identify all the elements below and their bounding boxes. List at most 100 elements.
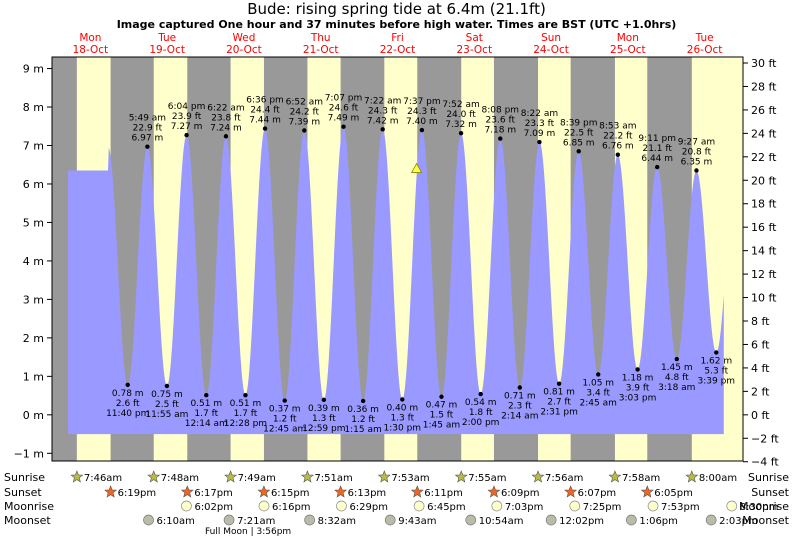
tide-m-label: 1.18 m bbox=[622, 373, 654, 383]
sunset-time: 6:11pm bbox=[424, 488, 463, 499]
sunrise-time: 7:48am bbox=[161, 473, 199, 484]
tide-low-point bbox=[360, 398, 366, 404]
day-label-date: 21-Oct bbox=[303, 44, 339, 56]
sunrise-icon bbox=[454, 470, 468, 483]
tide-time-label: 1:15 am bbox=[344, 425, 381, 435]
tide-m-label: 7.40 m bbox=[406, 117, 438, 127]
tide-ft-label: 3.4 ft bbox=[586, 388, 610, 398]
moonrise-time: 6:16pm bbox=[272, 502, 311, 513]
day-label-date: 25-Oct bbox=[610, 44, 646, 56]
tide-m-label: 6.85 m bbox=[563, 138, 595, 148]
tide-time-label: 6:22 am bbox=[207, 103, 244, 113]
tide-time-label: 2:31 pm bbox=[540, 408, 578, 418]
moonset-icon bbox=[626, 514, 637, 526]
tide-time-label: 8:53 am bbox=[599, 122, 636, 132]
moonset-icon bbox=[545, 514, 557, 526]
sunset-icon bbox=[410, 485, 424, 498]
y-tick-label-m: 0 m bbox=[23, 409, 44, 422]
tide-low-point bbox=[321, 397, 327, 403]
tide-time-label: 8:39 pm bbox=[560, 118, 598, 128]
moonset-time: 9:43am bbox=[398, 516, 436, 527]
row-label-right-moonset: Moonset bbox=[742, 514, 789, 527]
y-tick-label-ft: −4 ft bbox=[751, 456, 779, 469]
tide-time-label: 12:59 pm bbox=[302, 424, 345, 434]
tide-m-label: 0.54 m bbox=[465, 398, 497, 408]
chart-title: Bude: rising spring tide at 6.4m (21.1ft… bbox=[247, 0, 546, 18]
tide-ft-label: 3.9 ft bbox=[626, 383, 650, 393]
y-tick-label-ft: 4 ft bbox=[751, 362, 770, 375]
tide-ft-label: 24.0 ft bbox=[446, 110, 476, 120]
tide-m-label: 7.18 m bbox=[484, 126, 516, 136]
y-tick-label-m: 8 m bbox=[23, 101, 44, 114]
tide-high-point bbox=[262, 126, 268, 131]
sunrise-time: 8:00am bbox=[699, 473, 737, 484]
y-tick-label-ft: 16 ft bbox=[751, 221, 777, 234]
tide-ft-label: 1.8 ft bbox=[469, 408, 493, 418]
day-label-dow: Tue bbox=[695, 32, 714, 44]
tide-m-label: 0.40 m bbox=[386, 403, 418, 413]
tide-time-label: 6:04 pm bbox=[168, 102, 206, 112]
tide-time-label: 5:49 am bbox=[129, 114, 166, 124]
sunrise-time: 7:51am bbox=[314, 473, 352, 484]
tide-m-label: 1.62 m bbox=[700, 356, 732, 366]
sunrise-time: 7:55am bbox=[468, 473, 506, 484]
tide-ft-label: 24.3 ft bbox=[368, 106, 398, 116]
tide-high-point bbox=[655, 164, 660, 170]
tide-time-label: 6:36 pm bbox=[246, 96, 284, 106]
tide-ft-label: 22.9 ft bbox=[133, 124, 163, 134]
tide-m-label: 1.45 m bbox=[661, 363, 693, 373]
tide-m-label: 7.32 m bbox=[445, 120, 477, 130]
moonrise-icon bbox=[258, 500, 270, 512]
tide-time-label: 12:45 am bbox=[263, 425, 306, 435]
moonset-time: 8:32am bbox=[318, 516, 356, 527]
tide-m-label: 0.51 m bbox=[230, 399, 262, 409]
tide-low-point bbox=[596, 372, 601, 377]
tide-ft-label: 2.6 ft bbox=[116, 399, 140, 409]
day-label-date: 26-Oct bbox=[687, 44, 723, 56]
tide-time-label: 12:28 pm bbox=[224, 419, 267, 429]
sunset-icon bbox=[257, 485, 271, 498]
y-tick-label-ft: 6 ft bbox=[751, 338, 770, 351]
tide-ft-label: 2.7 ft bbox=[547, 398, 571, 408]
tide-high-point bbox=[302, 128, 307, 133]
tide-m-label: 0.81 m bbox=[543, 388, 575, 398]
tide-time-label: 1:30 pm bbox=[384, 423, 422, 433]
moonrise-icon bbox=[647, 500, 659, 512]
day-label-dow: Sun bbox=[541, 32, 561, 44]
plot-frame bbox=[51, 56, 744, 462]
y-tick-label-m: 9 m bbox=[23, 63, 44, 76]
day-labels: Mon18-OctTue19-OctWed20-OctThu21-OctFri2… bbox=[73, 32, 723, 56]
y-tick-label-m: −1 m bbox=[14, 447, 44, 460]
moonset-time: 10:54am bbox=[479, 516, 524, 527]
tide-m-label: 6.44 m bbox=[641, 154, 673, 164]
row-label-left-sunrise: Sunrise bbox=[4, 471, 45, 484]
tide-ft-label: 2.5 ft bbox=[155, 400, 179, 410]
tide-time-label: 7:37 pm bbox=[403, 97, 441, 107]
tide-high-point bbox=[576, 149, 581, 154]
tide-low-point bbox=[714, 350, 719, 355]
tide-m-label: 6.76 m bbox=[602, 142, 634, 152]
y-tick-label-ft: 2 ft bbox=[751, 385, 770, 398]
tide-ft-label: 22.5 ft bbox=[564, 128, 594, 138]
sunset-time: 6:17pm bbox=[194, 488, 233, 499]
sunrise-time: 7:58am bbox=[622, 473, 660, 484]
tide-time-label: 11:40 pm bbox=[106, 409, 149, 419]
tide-high-point bbox=[145, 144, 150, 149]
chart-subtitle: Image captured One hour and 37 minutes b… bbox=[116, 18, 677, 31]
y-tick-label-m: 4 m bbox=[23, 255, 44, 268]
tide-curve-area bbox=[68, 126, 724, 435]
moonrise-time: 7:03pm bbox=[505, 502, 544, 513]
tide-time-label: 3:03 pm bbox=[619, 393, 657, 403]
row-label-left-sunset: Sunset bbox=[4, 486, 42, 499]
day-label-date: 20-Oct bbox=[226, 44, 262, 56]
row-label-right-sunset: Sunset bbox=[751, 486, 789, 499]
tide-high-point bbox=[694, 168, 699, 173]
y-tick-label-m: 5 m bbox=[23, 216, 44, 229]
day-label-date: 24-Oct bbox=[533, 44, 569, 56]
y-tick-label-ft: 8 ft bbox=[751, 315, 770, 328]
y-tick-label-ft: 22 ft bbox=[751, 151, 777, 164]
day-label-dow: Fri bbox=[391, 32, 404, 44]
